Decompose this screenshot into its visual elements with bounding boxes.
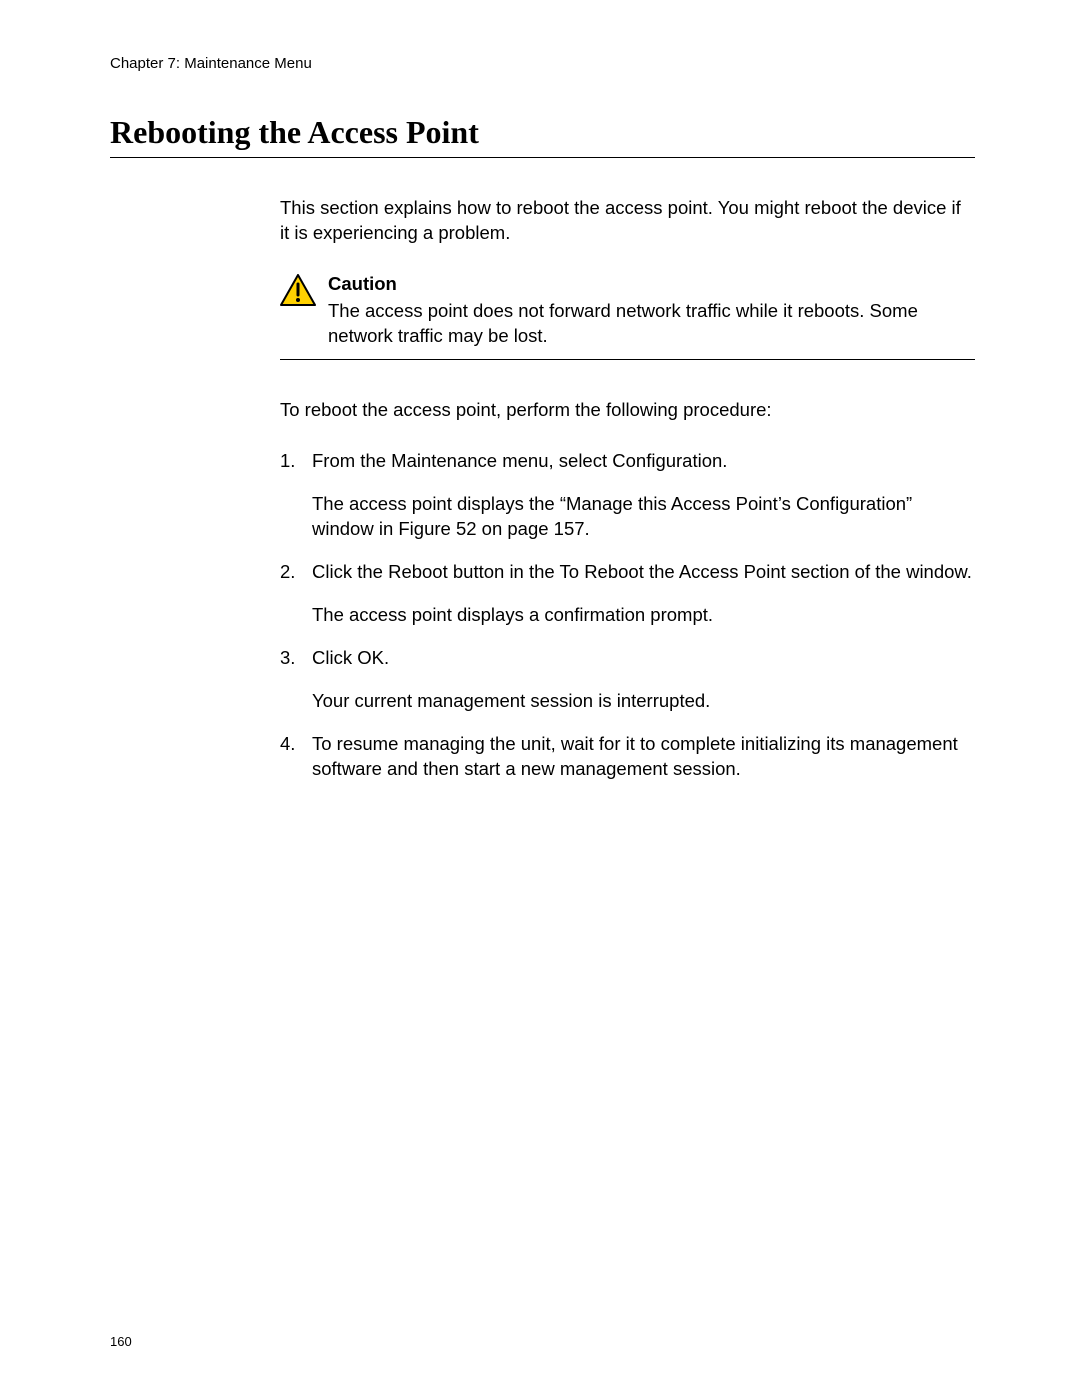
step-item: Click OK. Your current management sessio…: [280, 646, 975, 714]
caution-label: Caution: [328, 272, 975, 297]
step-sub: The access point displays a confirmation…: [312, 603, 975, 628]
section-title: Rebooting the Access Point: [110, 114, 975, 158]
step-sub: Your current management session is inter…: [312, 689, 975, 714]
procedure-lead-in: To reboot the access point, perform the …: [280, 398, 975, 423]
step-main: From the Maintenance menu, select Config…: [312, 450, 727, 471]
manual-page: Chapter 7: Maintenance Menu Rebooting th…: [0, 0, 1080, 1397]
caution-text: Caution The access point does not forwar…: [328, 272, 975, 349]
intro-paragraph: This section explains how to reboot the …: [280, 196, 975, 246]
step-sub: The access point displays the “Manage th…: [312, 492, 975, 542]
body-column: This section explains how to reboot the …: [280, 196, 975, 782]
procedure-steps: From the Maintenance menu, select Config…: [280, 449, 975, 782]
step-main: Click OK.: [312, 647, 389, 668]
step-main: Click the Reboot button in the To Reboot…: [312, 561, 972, 582]
step-main: To resume managing the unit, wait for it…: [312, 733, 958, 779]
page-number: 160: [110, 1334, 132, 1349]
chapter-header: Chapter 7: Maintenance Menu: [110, 55, 975, 72]
warning-triangle-icon: [280, 274, 316, 306]
step-item: From the Maintenance menu, select Config…: [280, 449, 975, 542]
step-item: To resume managing the unit, wait for it…: [280, 732, 975, 782]
caution-callout: Caution The access point does not forwar…: [280, 272, 975, 360]
step-item: Click the Reboot button in the To Reboot…: [280, 560, 975, 628]
caution-body: The access point does not forward networ…: [328, 300, 918, 346]
